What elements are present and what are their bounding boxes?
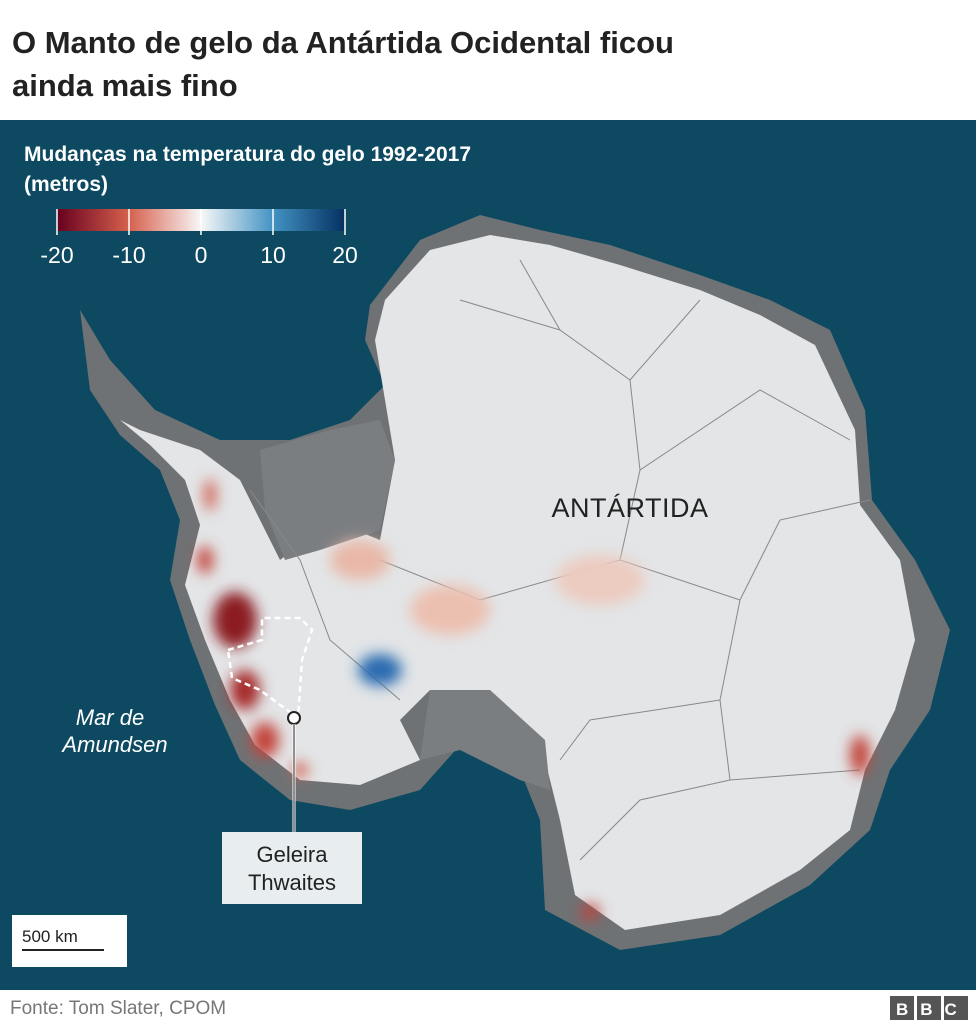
glacier-outline	[226, 616, 314, 721]
legend-title: Mudanças na temperatura do gelo 1992-201…	[24, 143, 471, 166]
logo: BBC	[890, 996, 969, 1020]
legend-tick-label: -10	[112, 242, 145, 268]
callout-point	[287, 711, 301, 725]
sea-label: Mar de	[76, 705, 144, 730]
source: Fonte: Tom Slater, CPOM	[10, 998, 226, 1019]
callout-box	[222, 832, 362, 904]
logo-text: BBC	[896, 1000, 969, 1019]
title-line: ainda mais fino	[12, 68, 238, 103]
legend-tick-label: 20	[332, 242, 358, 268]
callout-label: Thwaites	[248, 870, 336, 895]
legend-tick-label: 0	[195, 242, 208, 268]
scale-box	[12, 915, 127, 967]
legend-ticks: -20 -10 0 10 20	[40, 209, 358, 268]
legend-tick-label: 10	[260, 242, 286, 268]
legend-title: (metros)	[24, 173, 108, 196]
callout-label: Geleira	[257, 842, 329, 867]
scale-label: 500 km	[22, 927, 78, 946]
sea-label: Amundsen	[60, 732, 167, 757]
title-line: O Manto de gelo da Antártida Ocidental f…	[12, 25, 674, 60]
thinning-areas	[197, 479, 870, 920]
region-label: ANTÁRTIDA	[551, 493, 708, 523]
legend-tick-label: -20	[40, 242, 73, 268]
